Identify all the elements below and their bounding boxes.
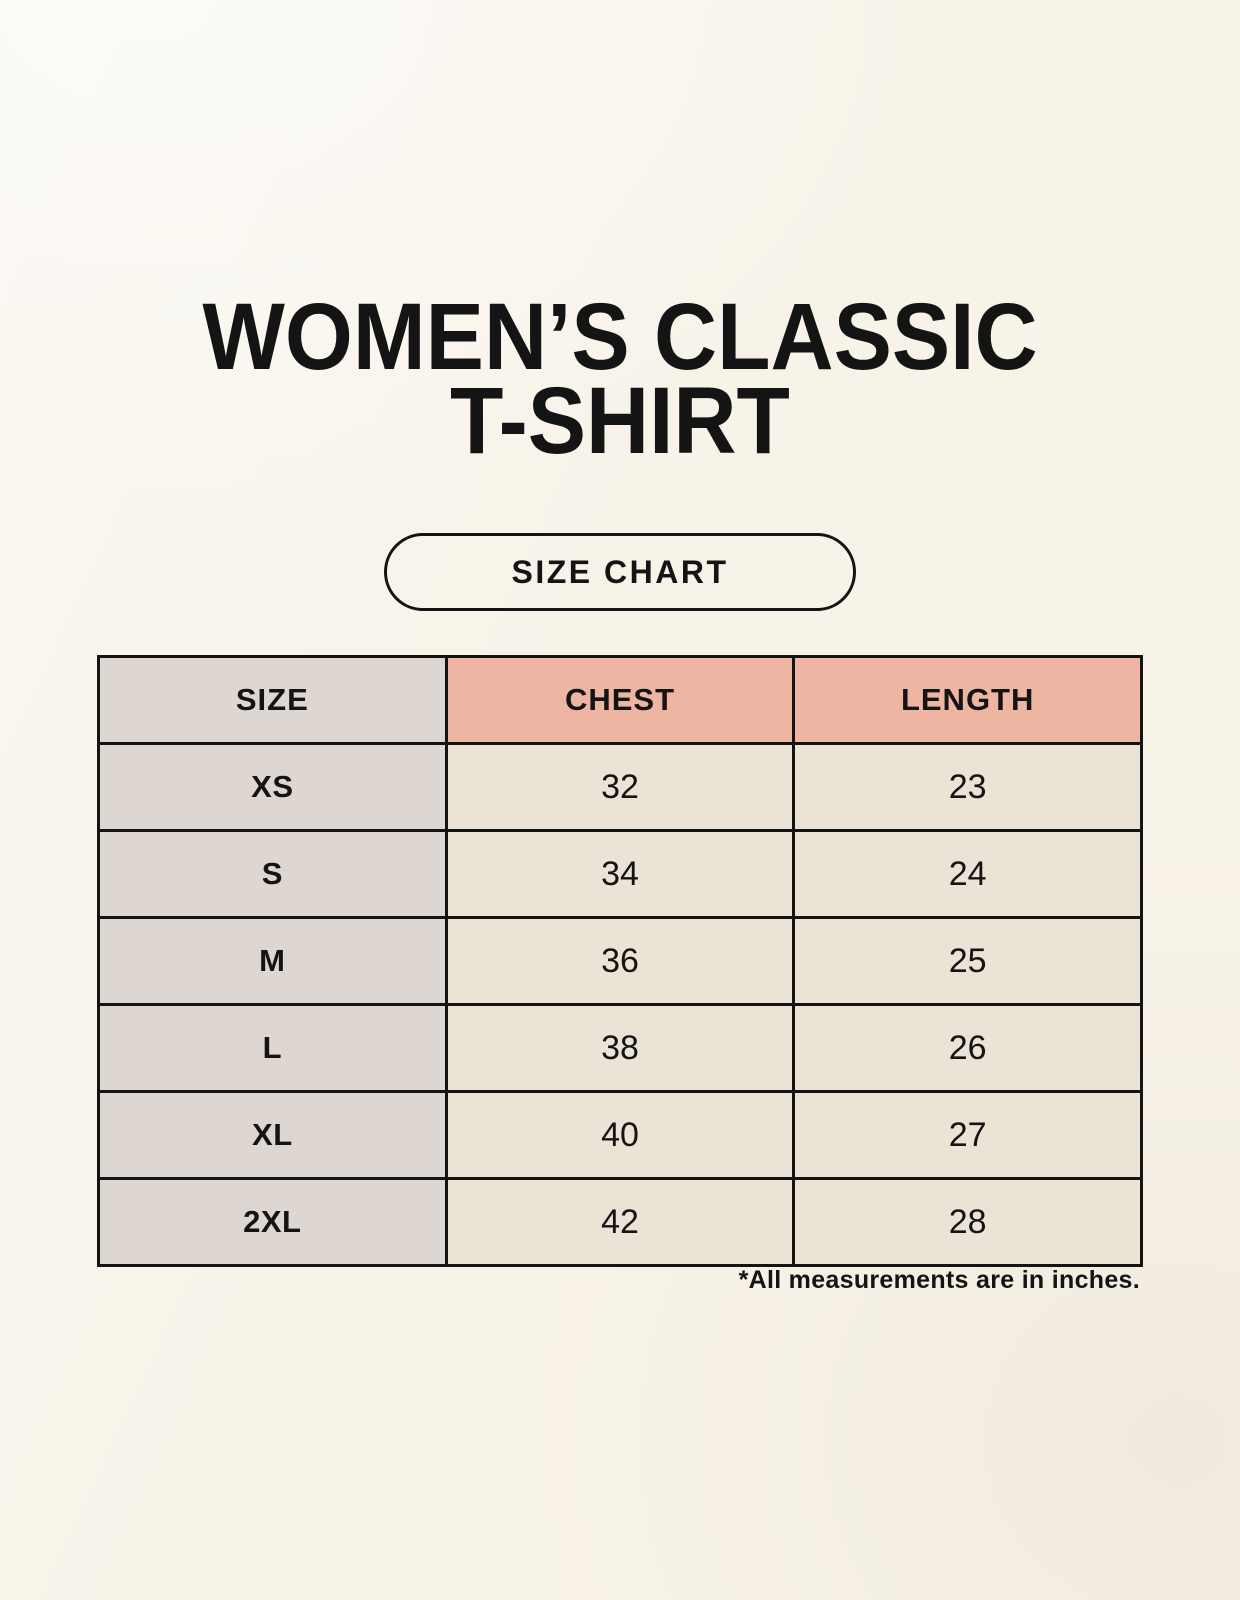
product-title: WOMEN’S CLASSIC T-SHIRT [50, 290, 1191, 469]
table-row: S 34 24 [97, 829, 1143, 919]
size-chart-table: SIZE CHEST LENGTH XS 32 23 S 34 24 M 36 25 L 38 26 X… [97, 655, 1143, 1267]
size-chart-button-label: SIZE CHART [511, 553, 729, 590]
product-title-line1: WOMEN’S CLASSIC [202, 284, 1038, 390]
chest-cell: 42 [444, 1177, 796, 1267]
column-header-size: SIZE [97, 655, 448, 745]
chest-cell: 34 [444, 829, 796, 919]
table-row: M 36 25 [97, 916, 1143, 1006]
size-cell: XS [97, 742, 448, 832]
size-table-body: XS 32 23 S 34 24 M 36 25 L 38 26 XL 40 27 2XL 42 28 [97, 742, 1143, 1267]
length-cell: 24 [792, 829, 1143, 919]
table-row: XL 40 27 [97, 1090, 1143, 1180]
length-cell: 26 [792, 1003, 1143, 1093]
size-chart-button[interactable]: SIZE CHART [384, 533, 856, 611]
size-cell: L [97, 1003, 448, 1093]
table-row: 2XL 42 28 [97, 1177, 1143, 1267]
column-header-chest: CHEST [444, 655, 796, 745]
table-row: XS 32 23 [97, 742, 1143, 832]
measurements-footnote: *All measurements are in inches. [738, 1266, 1140, 1294]
chest-cell: 36 [444, 916, 796, 1006]
size-cell: 2XL [97, 1177, 448, 1267]
product-title-line2: T-SHIRT [450, 367, 790, 474]
chest-cell: 38 [444, 1003, 796, 1093]
length-cell: 28 [792, 1177, 1143, 1267]
size-cell: XL [97, 1090, 448, 1180]
header-row: SIZE CHEST LENGTH [97, 655, 1143, 745]
table-row: L 38 26 [97, 1003, 1143, 1093]
length-cell: 23 [792, 742, 1143, 832]
length-cell: 25 [792, 916, 1143, 1006]
chest-cell: 40 [444, 1090, 796, 1180]
chest-cell: 32 [444, 742, 796, 832]
length-cell: 27 [792, 1090, 1143, 1180]
size-table-header: SIZE CHEST LENGTH [97, 655, 1143, 745]
column-header-length: LENGTH [792, 655, 1143, 745]
size-cell: M [97, 916, 448, 1006]
size-cell: S [97, 829, 448, 919]
